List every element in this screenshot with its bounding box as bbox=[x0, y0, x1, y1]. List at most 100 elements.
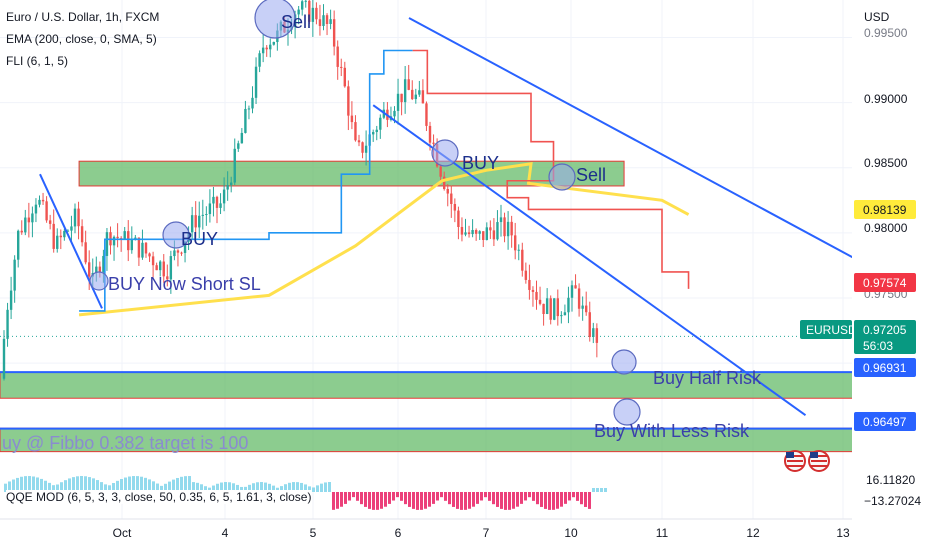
candle-body bbox=[130, 239, 133, 251]
osc-bar bbox=[68, 478, 71, 492]
candle-body bbox=[329, 19, 332, 24]
osc-bar bbox=[372, 492, 375, 510]
candle-body bbox=[56, 235, 59, 249]
osc-bar bbox=[560, 492, 563, 507]
osc-bar bbox=[184, 476, 187, 492]
candle-body bbox=[215, 196, 219, 208]
candle-body bbox=[112, 236, 116, 246]
candle-body bbox=[315, 7, 318, 20]
candle-body bbox=[17, 230, 20, 260]
candle-body bbox=[222, 189, 226, 204]
us-flag-icon[interactable] bbox=[808, 450, 830, 472]
candle-body bbox=[524, 270, 528, 280]
osc-bar bbox=[140, 476, 143, 492]
ema-line bbox=[78, 162, 690, 317]
osc-bar bbox=[244, 486, 247, 492]
osc-bar bbox=[520, 492, 523, 504]
legend-ema[interactable]: EMA (200, close, 0, SMA, 5) bbox=[6, 32, 157, 46]
time-label: 6 bbox=[395, 526, 402, 540]
qqe-oscillator bbox=[4, 476, 607, 510]
candle-body bbox=[443, 176, 446, 190]
candle-body bbox=[244, 108, 247, 133]
candle-body bbox=[141, 242, 144, 258]
osc-bar bbox=[252, 483, 255, 492]
osc-bar bbox=[88, 477, 91, 492]
candle-body bbox=[205, 214, 208, 216]
osc-bar bbox=[444, 492, 447, 501]
candle-body bbox=[535, 291, 538, 300]
candle-body bbox=[169, 256, 173, 280]
fli-value-text: 0.97574 bbox=[863, 276, 907, 290]
osc-bar bbox=[240, 486, 243, 492]
osc-bar bbox=[204, 486, 207, 492]
legend-symbol[interactable]: Euro / U.S. Dollar, 1h, FXCM bbox=[6, 10, 160, 24]
signal-marker bbox=[611, 349, 637, 375]
candle-body bbox=[80, 226, 84, 243]
candle-body bbox=[418, 90, 421, 95]
candle-body bbox=[27, 217, 31, 223]
osc-bar bbox=[20, 476, 23, 492]
candle-body bbox=[251, 97, 254, 109]
candle-body bbox=[446, 189, 449, 194]
signal-marker bbox=[254, 0, 296, 39]
candle-body bbox=[98, 266, 102, 272]
candle-body bbox=[432, 142, 435, 144]
candle-body bbox=[20, 230, 23, 233]
osc-bar bbox=[256, 482, 259, 492]
osc-bar bbox=[188, 476, 191, 492]
legend-fli[interactable]: FLI (6, 1, 5) bbox=[6, 54, 69, 68]
osc-bar bbox=[304, 484, 307, 492]
symbol-tag-text: EURUSD bbox=[806, 323, 857, 337]
candle-body bbox=[542, 303, 545, 314]
level-2-text: 0.96497 bbox=[863, 415, 907, 429]
candle-body bbox=[549, 298, 552, 320]
candle-body bbox=[336, 46, 339, 67]
osc-bar bbox=[264, 482, 267, 492]
candle-body bbox=[364, 145, 368, 153]
trend-channel bbox=[39, 17, 926, 416]
candle-body bbox=[521, 249, 524, 271]
osc-bar bbox=[152, 481, 155, 492]
osc-bar bbox=[80, 476, 83, 492]
osc-bar bbox=[56, 484, 59, 492]
candle-body bbox=[347, 86, 350, 116]
ema-value-text: 0.98139 bbox=[863, 203, 907, 217]
us-flag-icon[interactable] bbox=[784, 450, 806, 472]
candle-body bbox=[560, 315, 563, 317]
candle-body bbox=[77, 208, 80, 227]
osc-bar bbox=[352, 492, 355, 498]
candle-body bbox=[453, 203, 457, 211]
time-label: 7 bbox=[483, 526, 490, 540]
candle-body bbox=[585, 305, 588, 313]
signal-marker bbox=[431, 139, 459, 167]
candle-body bbox=[496, 222, 499, 240]
time-label: 4 bbox=[222, 526, 229, 540]
osc-bar bbox=[192, 482, 195, 492]
annotation-fibbo-note: uy @ Fibbo 0.382 target is 100 bbox=[2, 433, 248, 453]
symbol-tag bbox=[800, 320, 852, 339]
osc-bar bbox=[412, 492, 415, 509]
osc-bar bbox=[316, 485, 319, 492]
time-axis[interactable]: Oct 4 5 6 7 10 11 12 13 bbox=[0, 518, 852, 540]
candle-body bbox=[514, 235, 517, 251]
candle-body bbox=[88, 262, 91, 277]
osc-bar bbox=[296, 482, 299, 492]
candle-body bbox=[73, 208, 77, 227]
candle-body bbox=[485, 227, 488, 240]
osc-bar bbox=[200, 484, 203, 492]
candle-body bbox=[70, 226, 73, 231]
osc-bar bbox=[568, 492, 571, 501]
legend-qqe[interactable]: QQE MOD (6, 5, 3, 3, close, 50, 0.35, 6,… bbox=[6, 490, 312, 504]
time-label: 12 bbox=[746, 526, 760, 540]
time-label: 11 bbox=[656, 526, 669, 540]
price-axis[interactable]: USD 0.99500 0.99000 0.98500 0.98000 0.97… bbox=[800, 0, 932, 550]
candle-body bbox=[258, 53, 261, 67]
candle-body bbox=[553, 298, 556, 320]
candle-body bbox=[219, 203, 222, 208]
level-1-tag bbox=[854, 358, 916, 377]
candle-body bbox=[9, 290, 13, 310]
osc-bar bbox=[132, 476, 135, 492]
osc-bar bbox=[28, 476, 31, 492]
osc-bar bbox=[424, 492, 427, 509]
